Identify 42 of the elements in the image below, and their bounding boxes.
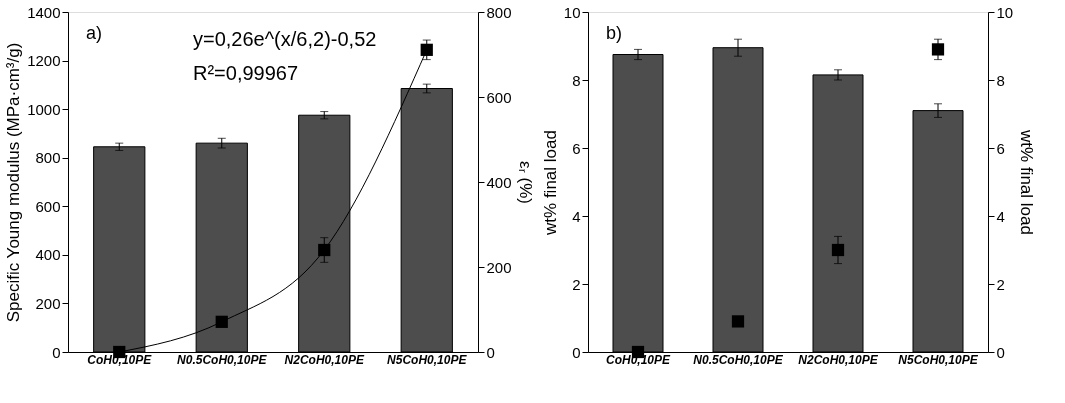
y-axis-title: Specific Young modulus (MPa·cm³/g) [4,42,24,323]
x-tick-label: N5CoH0,10PE [387,352,468,367]
y2-tick-label: 2 [996,275,1005,293]
y2-tick-label: 4 [996,207,1005,225]
y-tick-label: 8 [572,71,581,89]
y-tick-label: 1200 [27,52,61,70]
y-tick-label: 1400 [27,3,61,21]
x-tick-label: N2CoH0,10PE [284,352,365,367]
y-tick-label: 0 [572,343,581,361]
y-tick-label: 4 [572,207,581,225]
y2-tick-label: 6 [996,139,1005,157]
y2-tick-label: 800 [486,3,512,21]
y2-tick-label: 10 [996,3,1014,21]
y-tick-label: 0 [52,343,61,361]
y2-tick-label: 400 [486,173,512,191]
point [731,315,745,328]
y-tick-label: 400 [35,246,61,264]
x-tick-label: N5CoH0,10PE [898,352,979,367]
annotation: b) [606,23,623,43]
y-tick-label: 1000 [27,100,61,118]
annotation: a) [86,23,103,43]
x-tick-label: N0.5CoH0,10PE [693,352,784,367]
y2-tick-label: 600 [486,88,512,106]
y2-tick-label: 8 [996,71,1005,89]
y2-tick-label: 200 [486,258,512,276]
y2-axis-title: εᵣ (%) [515,161,535,204]
x-tick-label: N0.5CoH0,10PE [177,352,268,367]
y-tick-label: 2 [572,275,581,293]
y-tick-label: 800 [35,149,61,167]
y-tick-label: 200 [35,294,61,312]
y2-tick-label: 0 [486,343,495,361]
x-tick-label: CoH0,10PE [605,352,672,367]
y-tick-label: 6 [572,139,581,157]
y2-tick-label: 0 [996,343,1005,361]
y-tick-label: 10 [563,3,581,21]
x-tick-label: CoH0,10PE [87,352,153,367]
y-tick-label: 600 [35,197,61,215]
y2-axis-title: wt% final load [1017,129,1037,235]
annotation: y=0,26e^(x/6,2)-0,52 [193,28,377,50]
annotation: R²=0,99967 [193,62,299,84]
y-axis-title: wt% final load [540,130,560,236]
x-tick-label: N2CoH0,10PE [798,352,879,367]
